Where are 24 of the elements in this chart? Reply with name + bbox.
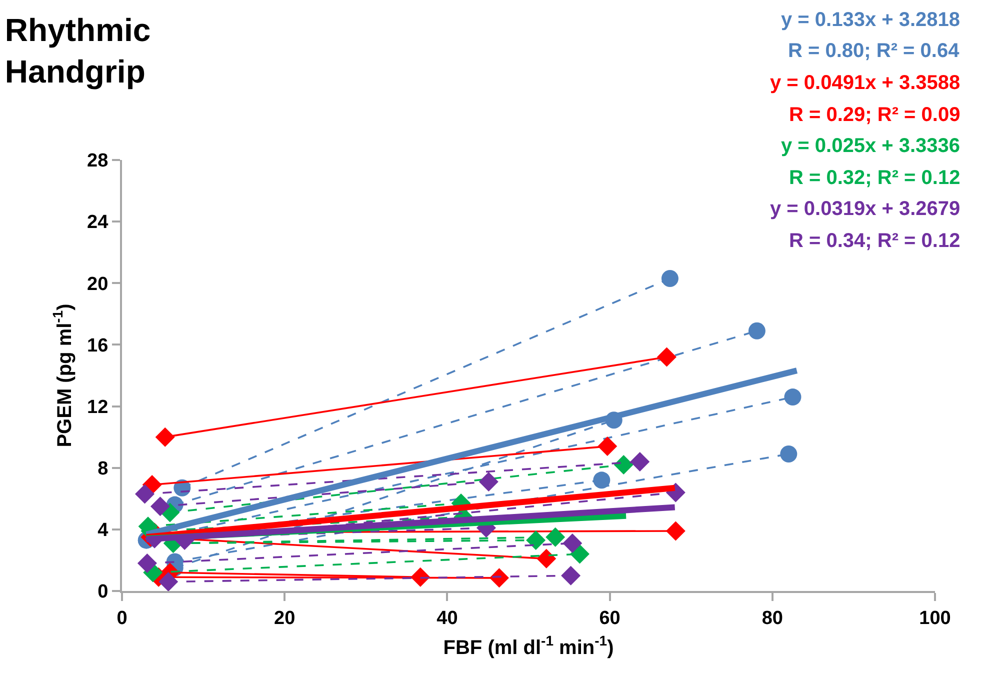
text: y = 0.133x + 3.2818: [781, 9, 960, 31]
text: y = 0.025x + 3.3336: [781, 135, 960, 157]
chart-title: Rhythmic Handgrip: [4, 12, 151, 90]
y-tick-label: 12: [87, 396, 108, 418]
x-tick-label: 20: [274, 608, 296, 629]
y-tick-label: 20: [87, 274, 108, 295]
x-tick-label: 60: [599, 608, 620, 629]
y-tick-label: 24: [87, 212, 109, 234]
annotation: R = 0.32; R² = 0.12: [789, 167, 960, 189]
x-tick-label: 100: [919, 608, 951, 629]
y-tick-label: 28: [87, 150, 108, 172]
x-tick-label: 0: [116, 608, 128, 629]
y-tick-label: 8: [98, 458, 108, 480]
text: R = 0.29; R² = 0.09: [789, 104, 960, 126]
text: R = 0.80; R² = 0.64: [788, 40, 960, 62]
y-tick-label: 16: [87, 335, 108, 356]
x-axis-title: FBF (ml dl$^{-1}$ min$^{-1}$): [443, 632, 614, 659]
text: y = 0.0491x + 3.3588: [770, 72, 960, 94]
y-tick-label: 0: [98, 582, 108, 603]
y-tick-label: 4: [98, 520, 109, 542]
annotation: y = 0.0319x + 3.2679: [770, 198, 960, 220]
x-tick-label: 80: [762, 608, 783, 629]
x-tick-label: 40: [436, 608, 458, 629]
annotation: R = 0.34; R² = 0.12: [789, 230, 960, 252]
